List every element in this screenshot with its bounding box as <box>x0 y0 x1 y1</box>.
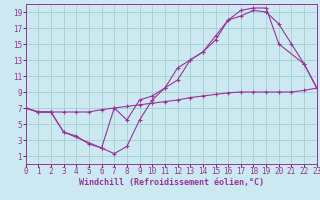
X-axis label: Windchill (Refroidissement éolien,°C): Windchill (Refroidissement éolien,°C) <box>79 178 264 187</box>
